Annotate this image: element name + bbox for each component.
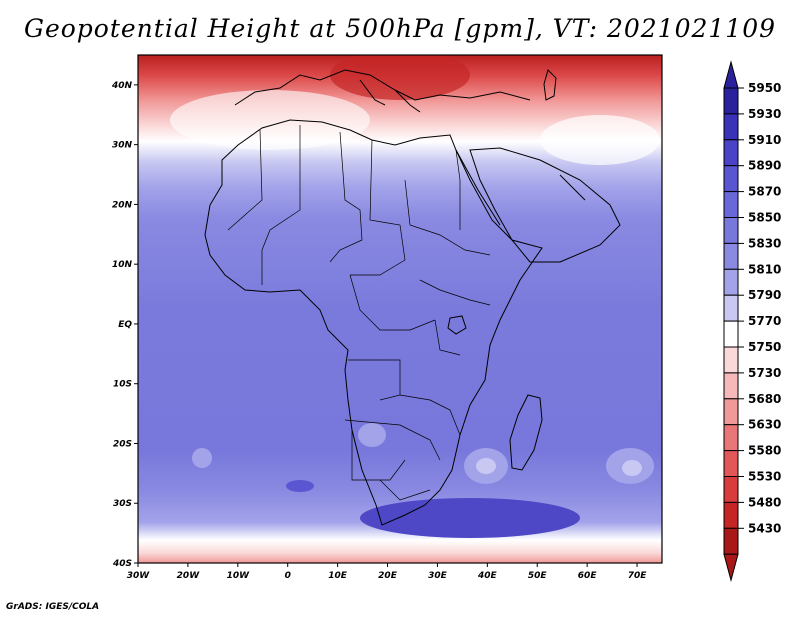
lon-tick-label: 50E — [528, 571, 548, 581]
colorbar-swatch — [723, 113, 739, 141]
low-pocket-central — [358, 423, 386, 447]
colorbar-swatch — [723, 398, 739, 426]
colorbar-swatch — [723, 501, 739, 529]
colorbar-label: 5950 — [748, 81, 781, 95]
colorbar-swatch — [723, 527, 739, 555]
colorbar-label: 5530 — [748, 470, 781, 484]
map-border — [137, 54, 663, 564]
footer-credit: GrADS: IGES/COLA — [6, 602, 100, 612]
colorbar-swatch — [723, 320, 739, 348]
lon-axis: 30W 20W 10W 0 10E 20E 30E 40E 50E 60E 70E — [127, 563, 647, 581]
high-pocket-atlantic — [286, 480, 314, 492]
lat-tick-label: 10N — [112, 260, 133, 270]
lon-tick-label: 60E — [578, 571, 598, 581]
lat-tick-label: 10S — [113, 380, 132, 390]
lat-tick-label: 20S — [113, 439, 132, 449]
colorbar-swatch — [723, 450, 739, 478]
colorbar-swatch — [723, 165, 739, 193]
lat-tick-label: 20N — [112, 200, 133, 210]
borders — [227, 125, 491, 501]
colorbar-label: 5890 — [748, 159, 781, 173]
colorbar-label: 5830 — [748, 236, 781, 250]
lat-tick-label: 30S — [113, 499, 132, 509]
lon-tick-label: 30W — [127, 571, 151, 581]
ridge-mediterranean — [330, 55, 470, 100]
lon-tick-label: 40E — [477, 571, 498, 581]
colorbar-cap-bottom — [723, 553, 739, 583]
colorbar-swatch — [723, 476, 739, 503]
colorbar-label: 5430 — [748, 521, 781, 535]
lon-tick-label: 0 — [285, 571, 291, 581]
lon-tick-label: 10E — [328, 571, 348, 581]
lat-tick-label: 40S — [112, 559, 132, 569]
colorbar: 5950 5930 5910 5890 5870 5850 5830 5810 5790 5770… — [723, 60, 781, 583]
colorbar-label: 5630 — [748, 418, 781, 432]
colorbar-swatch — [723, 268, 739, 296]
low-pocket-west — [192, 448, 212, 468]
colorbar-label: 5790 — [748, 288, 781, 302]
lon-tick-label: 30E — [428, 571, 448, 581]
high-pocket-south-africa — [360, 498, 580, 538]
colorbar-swatch — [723, 139, 739, 167]
colorbar-swatch — [723, 87, 739, 115]
lon-tick-label: 20E — [378, 571, 398, 581]
colorbar-swatch — [723, 294, 739, 322]
trough-north-africa — [170, 90, 370, 150]
colorbar-swatch — [723, 346, 739, 374]
coastlines — [204, 69, 621, 526]
colorbar-cap-top — [723, 60, 739, 89]
colorbar-label: 5910 — [748, 133, 781, 147]
colorbar-label: 5810 — [748, 262, 781, 276]
colorbar-swatch — [723, 242, 739, 270]
lat-tick-label: 40N — [111, 81, 133, 91]
trough-arabia — [540, 115, 660, 165]
lon-tick-label: 10W — [227, 571, 251, 581]
colorbar-swatch — [723, 217, 739, 244]
colorbar-label: 5870 — [748, 185, 781, 199]
map-frame — [138, 55, 662, 563]
colorbar-label: 5680 — [748, 392, 781, 406]
lon-tick-label: 20W — [177, 571, 201, 581]
colorbar-label: 5480 — [748, 495, 781, 509]
lon-tick-label: 70E — [628, 571, 648, 581]
colorbar-label: 5770 — [748, 314, 781, 328]
colorbar-label: 5730 — [748, 366, 781, 380]
colorbar-swatch — [723, 424, 739, 452]
colorbar-label: 5850 — [748, 211, 781, 225]
colorbar-label: 5930 — [748, 107, 781, 121]
colorbar-label: 5750 — [748, 340, 781, 354]
map-title: Geopotential Height at 500hPa [gpm], VT:… — [23, 14, 777, 43]
lat-axis: 40N 30N 20N 10N EQ 10S 20S 30S 40S — [111, 81, 138, 569]
colorbar-swatch — [723, 372, 739, 400]
colorbar-swatch — [723, 191, 739, 219]
low-pocket-mozambique-core — [476, 458, 496, 474]
lat-tick-label: 30N — [112, 141, 133, 151]
low-pocket-east-indian-core — [622, 460, 642, 476]
lat-tick-label: EQ — [118, 320, 132, 330]
colorbar-label: 5580 — [748, 444, 781, 458]
